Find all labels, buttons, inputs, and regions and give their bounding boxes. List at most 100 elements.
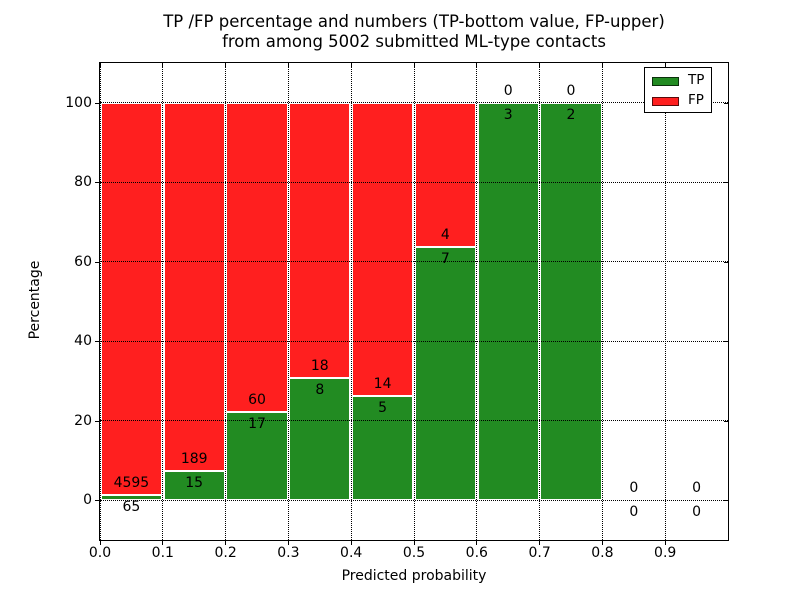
bar-label-tp: 3 <box>503 106 513 123</box>
x-tick-label: 0.9 <box>654 545 677 561</box>
legend-swatch-tp <box>652 76 679 86</box>
y-gridline <box>100 499 728 501</box>
y-tick-mark-right <box>724 500 728 502</box>
bar-segment-tp <box>477 102 539 501</box>
bar-label-tp: 8 <box>315 381 325 398</box>
bar-label-fp: 0 <box>692 480 702 497</box>
x-tick-label: 0.4 <box>340 545 363 561</box>
x-gridline <box>413 63 415 540</box>
x-tick-mark-top <box>476 63 478 67</box>
y-tick-mark-right <box>724 182 728 184</box>
chart-title: TP /FP percentage and numbers (TP-bottom… <box>99 12 729 52</box>
y-tick-mark-right <box>724 420 728 422</box>
legend-swatch-fp <box>652 96 679 106</box>
bar-segment-fp <box>351 102 414 396</box>
bar-segment-fp <box>163 102 225 472</box>
bar-label-tp: 7 <box>440 251 450 268</box>
x-tick-mark <box>664 541 666 545</box>
y-gridline <box>100 102 728 104</box>
bar-segment-fp <box>289 102 351 378</box>
bar-segment-fp <box>100 102 163 495</box>
x-gridline <box>476 63 478 540</box>
bar-label-tp: 0 <box>629 504 639 521</box>
x-axis-label: Predicted probability <box>341 568 487 584</box>
y-tick-mark <box>95 261 99 263</box>
y-tick-mark-right <box>724 261 728 263</box>
x-gridline <box>664 63 666 540</box>
bar-label-tp: 65 <box>122 498 141 515</box>
bar-label-tp: 15 <box>185 475 204 492</box>
bar-segment-tp <box>226 412 288 501</box>
chart-title-line2: from among 5002 submitted ML-type contac… <box>222 32 606 51</box>
x-gridline <box>601 63 603 540</box>
y-axis-label: Percentage <box>27 260 43 340</box>
x-tick-mark <box>413 541 415 545</box>
x-tick-label: 0.3 <box>277 545 300 561</box>
x-tick-mark <box>225 541 227 545</box>
bar-segment-fp <box>226 102 288 413</box>
bar-segment-tp <box>540 102 602 501</box>
y-tick-mark <box>95 341 99 343</box>
bar-label-tp: 5 <box>378 399 388 416</box>
x-tick-mark-top <box>99 63 101 67</box>
plot-area: TP FP 0.0 0.1 0.2 0.3 0.4 0.5 0.6 0.7 0.8 0.9 0 20 40… <box>65 62 729 561</box>
y-tick-mark <box>95 182 99 184</box>
x-tick-mark-top <box>162 63 164 67</box>
bar-label-tp: 17 <box>248 416 266 433</box>
x-tick-mark <box>350 541 352 545</box>
bar-label-fp: 0 <box>566 82 576 99</box>
x-tick-label: 0.1 <box>151 545 174 561</box>
x-gridline <box>350 63 352 540</box>
bar-label-tp: 2 <box>566 106 576 123</box>
y-tick-label: 100 <box>65 94 92 111</box>
y-tick-label: 80 <box>74 174 92 191</box>
x-tick-mark <box>601 541 603 545</box>
x-tick-label: 0.8 <box>591 545 614 561</box>
x-tick-label: 0.0 <box>88 545 112 561</box>
y-tick-label: 0 <box>83 492 92 509</box>
x-tick-mark-top <box>413 63 415 67</box>
x-gridline <box>539 63 541 540</box>
bar-label-tp: 0 <box>692 504 702 521</box>
x-tick-mark <box>287 541 289 545</box>
legend-label: TP <box>688 72 705 89</box>
bar-label-fp: 4 <box>440 227 450 244</box>
y-gridline <box>100 181 728 183</box>
y-gridline <box>100 261 728 263</box>
y-tick-mark <box>95 500 99 502</box>
y-tick-label: 40 <box>74 333 92 350</box>
x-gridline <box>162 63 164 540</box>
y-tick-mark-right <box>724 102 728 104</box>
chart-title-line1: TP /FP percentage and numbers (TP-bottom… <box>163 12 665 31</box>
x-tick-mark <box>476 541 478 545</box>
x-tick-mark <box>539 541 541 545</box>
bar-label-fp: 4595 <box>113 474 150 491</box>
bar-label-fp: 60 <box>248 392 266 409</box>
x-tick-mark <box>99 541 101 545</box>
legend-entry-tp: TP <box>652 72 711 90</box>
x-tick-label: 0.7 <box>528 545 551 561</box>
x-gridline <box>287 63 289 540</box>
x-tick-label: 0.2 <box>214 545 237 561</box>
y-tick-label: 20 <box>74 412 92 429</box>
y-gridline <box>100 420 728 422</box>
bar-segment-tp <box>289 377 351 501</box>
bar-segment-tp <box>163 471 225 501</box>
x-tick-mark-top <box>664 63 666 67</box>
x-gridline <box>99 63 101 540</box>
bar-label-fp: 0 <box>503 82 513 99</box>
bar-segment-tp <box>414 247 477 501</box>
bar-segment-tp <box>351 395 414 501</box>
x-tick-mark <box>162 541 164 545</box>
x-tick-mark-top <box>350 63 352 67</box>
y-tick-mark <box>95 102 99 104</box>
x-tick-mark-top <box>539 63 541 67</box>
y-tick-mark-right <box>724 341 728 343</box>
x-tick-label: 0.5 <box>402 545 426 561</box>
y-gridline <box>100 340 728 342</box>
bar-label-fp: 0 <box>629 480 639 497</box>
y-tick-mark <box>95 420 99 422</box>
y-tick-label: 60 <box>74 253 92 270</box>
x-gridline <box>225 63 227 540</box>
